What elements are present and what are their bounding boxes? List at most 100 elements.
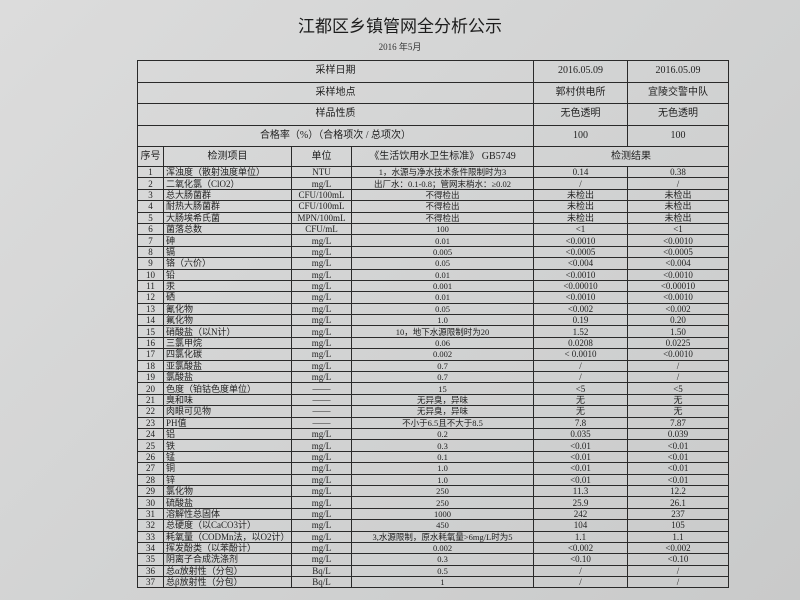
row-standard: 无异臭，异味	[351, 405, 534, 418]
row-unit: mg/L	[291, 257, 352, 270]
row-result-1: <0.0005	[533, 245, 628, 259]
row-unit: ——	[291, 416, 352, 430]
table-row: 5 大肠埃希氏菌 MPN/100mL 不得检出 未检出 未检出	[137, 211, 729, 224]
table-row: 32 总硬度（以CaCO3计） mg/L 450 104 105	[137, 519, 729, 532]
row-standard: 15	[351, 382, 534, 395]
row-result-1: /	[533, 371, 628, 384]
row-unit: Bq/L	[291, 576, 352, 589]
row-result-2: 无	[627, 405, 729, 418]
row-result-1: <0.002	[533, 541, 628, 555]
table-row: 17 四氯化碳 mg/L 0.002 < 0.0010 <0.0010	[137, 348, 729, 361]
row-result-1: <0.01	[533, 473, 628, 486]
table-row: 18 亚氯酸盐 mg/L 0.7//	[137, 359, 729, 373]
row-standard: 0.1	[351, 450, 534, 464]
row-seq: 27	[137, 462, 164, 475]
row-standard: 1	[351, 576, 534, 589]
row-standard: 0.2	[351, 427, 534, 441]
row-unit: Bq/L	[291, 564, 352, 578]
row-seq: 13	[137, 302, 164, 316]
row-result-1: 11.3	[533, 484, 628, 498]
table-row: 1 浑浊度（散射浊度单位） NTU 1，水源与净水技术条件限制时为3 0.14 0.38	[137, 165, 729, 179]
row-seq: 9	[137, 257, 164, 270]
row-item: 菌落总数	[163, 222, 292, 236]
row-seq: 1	[137, 165, 164, 179]
table-row: 15 硝酸盐（以N计） mg/L 10，地下水源限制时为20 1.52 1.50	[137, 325, 729, 338]
row-result-2: 7.87	[627, 416, 729, 430]
row-seq: 37	[137, 576, 164, 589]
document-subtitle: 2016 年5月	[378, 42, 422, 52]
row-standard: 0.002	[351, 541, 534, 555]
row-seq: 28	[137, 473, 164, 486]
table-row: 13 氰化物 mg/L 0.05 <0.002 <0.002	[137, 302, 729, 316]
header-value: 2016.05.09	[533, 60, 628, 83]
row-result-2: 未检出	[627, 188, 729, 202]
row-standard: 0.002	[351, 348, 534, 361]
table-row: 3 总大肠菌群 CFU/100mL 不得检出 未检出 未检出	[137, 188, 729, 202]
row-result-1: 0.0208	[533, 336, 628, 350]
row-result-2: 237	[627, 507, 729, 521]
row-standard: 1.0	[351, 473, 534, 486]
row-standard: 1，水源与净水技术条件限制时为3	[351, 165, 534, 179]
row-seq: 8	[137, 245, 164, 259]
row-result-1: 242	[533, 507, 628, 521]
document-title: 江都区乡镇管网全分析公示	[298, 17, 502, 37]
row-unit: mg/L	[291, 314, 352, 327]
row-seq: 16	[137, 336, 164, 350]
table-row: 2 二氧化氯（ClO2） mg/L 出厂水：0.1-0.8；管网末梢水：≥0.02//	[137, 177, 729, 190]
row-result-1: 未检出	[533, 200, 628, 213]
row-result-1: <0.01	[533, 462, 628, 475]
row-standard: 0.3	[351, 553, 534, 566]
row-result-2: <0.0010	[627, 234, 729, 247]
table-row: 14 氟化物 mg/L 1.0 0.19 0.20	[137, 314, 729, 327]
row-result-2: <5	[627, 382, 729, 395]
row-item: 硝酸盐（以N计）	[163, 325, 292, 338]
header-label: 合格率（%）（合格项次 / 总项次）	[137, 124, 534, 147]
row-unit: mg/L	[291, 336, 352, 350]
column-header-unit: 单位	[291, 146, 352, 167]
row-result-1: <0.01	[533, 439, 628, 452]
row-seq: 12	[137, 291, 164, 304]
row-seq: 11	[137, 279, 164, 293]
row-unit: ——	[291, 393, 352, 407]
table-row: 9 铬（六价） mg/L 0.05 <0.004 <0.004	[137, 257, 729, 270]
row-result-1: <0.002	[533, 302, 628, 316]
row-item: 铅	[163, 268, 292, 281]
row-result-2: 26.1	[627, 496, 729, 509]
row-item: 总硬度（以CaCO3计）	[163, 519, 292, 532]
column-header-result: 检测结果	[533, 146, 729, 167]
table-row: 27 铜 mg/L 1.0 <0.01 <0.01	[137, 462, 729, 475]
row-item: 氟化物	[163, 314, 292, 327]
row-unit: CFU/100mL	[291, 188, 352, 202]
header-value: 郭村供电所	[533, 81, 628, 104]
header-row-sampling-date: 采样日期 2016.05.09 2016.05.09	[137, 60, 729, 83]
row-unit: mg/L	[291, 450, 352, 464]
row-result-1: 0.14	[533, 165, 628, 179]
row-item: 耐热大肠菌群	[163, 200, 292, 213]
row-standard: 0.001	[351, 279, 534, 293]
row-standard: 不得检出	[351, 188, 534, 202]
header-label: 采样地点	[137, 81, 534, 104]
header-value: 100	[533, 124, 628, 147]
header-value: 无色透明	[627, 103, 729, 126]
row-standard: 1000	[351, 507, 534, 521]
row-result-2: 未检出	[627, 211, 729, 224]
row-result-2: <0.01	[627, 473, 729, 486]
table-row: 35 阴离子合成洗涤剂 mg/L 0.3 <0.10 <0.10	[137, 553, 729, 566]
row-result-2: 无	[627, 393, 729, 407]
table-row: 36 总α放射性（分包） Bq/L 0.5//	[137, 564, 729, 578]
row-result-1: <0.0010	[533, 268, 628, 281]
row-item: 硒	[163, 291, 292, 304]
row-seq: 31	[137, 507, 164, 521]
table-row: 24 铝 mg/L 0.2 0.035 0.039	[137, 427, 729, 441]
header-label: 采样日期	[137, 60, 534, 83]
column-header-item: 检测项目	[163, 146, 292, 167]
row-unit: mg/L	[291, 234, 352, 247]
row-seq: 34	[137, 541, 164, 555]
row-result-1: <0.0010	[533, 234, 628, 247]
row-result-2: <0.0005	[627, 245, 729, 259]
row-result-2: <0.002	[627, 302, 729, 316]
row-item: 铝	[163, 427, 292, 441]
row-item: 挥发酚类（以苯酚计）	[163, 541, 292, 555]
table-row: 28 锌 mg/L 1.0 <0.01 <0.01	[137, 473, 729, 486]
row-result-1: 未检出	[533, 188, 628, 202]
